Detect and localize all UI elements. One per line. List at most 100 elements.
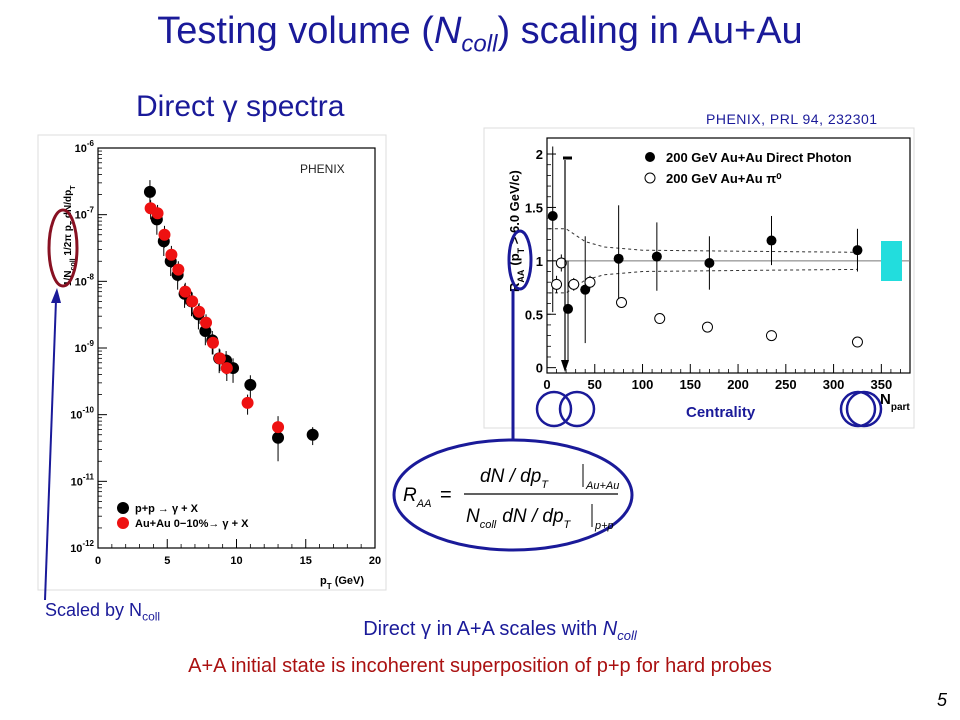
auau-data-point: [172, 263, 185, 276]
centrality-label: Centrality: [686, 404, 756, 421]
direct-photon-point: [651, 251, 662, 262]
raa-panel-background: [483, 127, 915, 429]
x-tick-label: 5: [164, 555, 170, 567]
scaled-arrow-head: [51, 288, 61, 303]
pi0-point: [765, 330, 777, 342]
syst-uncertainty-box: [881, 241, 902, 281]
pi0-point: [584, 276, 596, 288]
pi0-point: [654, 313, 666, 325]
y-tick-label: 2: [536, 147, 543, 162]
reference-label: PHENIX, PRL 94, 232301: [706, 111, 878, 127]
y-tick-label: 1: [536, 254, 543, 269]
y-tick-label: 10-9: [75, 339, 95, 355]
y-tick-label: 0: [536, 361, 543, 376]
x-tick-label: 15: [300, 555, 312, 567]
pi0-point: [616, 297, 628, 308]
x-tick-label: 300: [823, 377, 845, 392]
phenix-label: PHENIX: [300, 162, 345, 176]
spectra-data-points: [143, 185, 319, 444]
direct-photon-point: [766, 235, 777, 246]
peripheral-collision-icon: [535, 390, 596, 428]
raa-x-axis-title: Npart: [880, 391, 910, 413]
pp-data-point: [272, 431, 285, 444]
spectra-panel-background: [37, 134, 387, 591]
x-tick-label: 200: [727, 377, 749, 392]
direct-photon-point: [613, 253, 624, 264]
legend-pi0-marker: [644, 172, 656, 184]
raa-y-tick-labels: 0 0.5 1 1.5 2: [525, 147, 543, 376]
slide-title: Testing volume (Ncoll) scaling in Au+Au: [157, 10, 803, 58]
raa-axis-ticks: [546, 153, 901, 373]
auau-data-point: [179, 285, 192, 298]
y-tick-label: 10-10: [70, 406, 94, 422]
pi0-point: [555, 257, 567, 269]
auau-data-point: [213, 352, 226, 365]
y-tick-label: 10-12: [70, 539, 94, 555]
auau-data-point: [220, 362, 233, 375]
raa-x-tick-labels: 0 50 100 150 200 250 300 350: [543, 377, 892, 392]
formula-denominator-eval: p+p: [594, 520, 614, 532]
pp-data-point: [244, 378, 257, 391]
central-collision-icon: [839, 390, 883, 428]
direct-photon-point: [704, 257, 715, 268]
x-tick-label: 50: [588, 377, 602, 392]
formula-numerator-eval: Au+Au: [585, 480, 619, 492]
raa-ncoll-uncertainty-lower: [548, 260, 858, 294]
raa-highlight-ellipse: [507, 229, 533, 291]
y-tick-label: 10-8: [75, 272, 95, 288]
legend-auau-label: Au+Au 0−10%→ γ + X: [135, 518, 249, 530]
auau-data-point: [165, 248, 178, 261]
auau-data-point: [186, 295, 199, 308]
conclusion-statement: A+A initial state is incoherent superpos…: [188, 655, 772, 677]
pp-data-point: [143, 185, 156, 198]
legend-auau-marker: [117, 517, 129, 529]
x-tick-label: 250: [775, 377, 797, 392]
x-tick-label: 100: [632, 377, 654, 392]
legend-pp-marker: [117, 502, 129, 514]
spectra-x-tick-labels: 0 5 10 15 20: [95, 555, 381, 567]
scaled-arrow-line: [44, 299, 57, 601]
formula-numerator: dN / dpT: [480, 466, 549, 491]
spectra-legend: p+p → γ + X Au+Au 0−10%→ γ + X: [117, 502, 249, 530]
pi0-point: [568, 278, 580, 290]
spectra-x-axis-title: pT (GeV): [320, 575, 364, 591]
raa-data-points: [547, 210, 863, 348]
x-tick-label: 10: [230, 555, 242, 567]
auau-data-point: [272, 421, 285, 434]
pi0-point: [551, 278, 563, 290]
auau-data-point: [193, 305, 206, 318]
ncoll-highlight-ellipse: [47, 208, 79, 288]
legend-pi0-label: 200 GeV Au+Au π⁰: [666, 171, 782, 186]
formula-lhs: RAA: [403, 485, 431, 510]
direct-photon-point: [547, 210, 558, 221]
y-tick-label: 10-7: [75, 206, 95, 222]
scaling-statement: Direct γ in A+A scales with Ncoll: [363, 618, 637, 643]
pi0-point: [701, 321, 713, 333]
auau-data-point: [200, 316, 213, 329]
x-tick-label: 0: [95, 555, 101, 567]
formula-denominator: Ncoll dN / dpT: [466, 506, 572, 531]
y-tick-label: 1.5: [525, 200, 543, 215]
scaled-by-ncoll-label: Scaled by Ncoll: [45, 600, 161, 624]
spectra-axis-ticks: [97, 147, 376, 549]
y-tick-label: 0.5: [525, 307, 543, 322]
direct-photon-point: [852, 245, 863, 256]
legend-pp-label: p+p → γ + X: [135, 503, 199, 515]
auau-data-point: [206, 336, 219, 349]
formula-ellipse: [392, 438, 634, 552]
x-tick-label: 20: [369, 555, 381, 567]
pp-data-point: [306, 428, 319, 441]
spectra-y-tick-labels: 10-12 10-11 10-10 10-9 10-8 10-7 10-6: [70, 139, 94, 555]
upper-limit-arrow: [561, 360, 569, 372]
formula-equals: =: [440, 484, 452, 506]
raa-legend: 200 GeV Au+Au Direct Photon 200 GeV Au+A…: [644, 150, 852, 186]
legend-direct-photon-marker: [645, 152, 655, 162]
y-tick-label: 10-6: [75, 139, 95, 155]
page-number: 5: [937, 690, 948, 710]
x-tick-label: 0: [543, 377, 550, 392]
x-tick-label: 150: [679, 377, 701, 392]
legend-direct-photon-label: 200 GeV Au+Au Direct Photon: [666, 150, 852, 165]
